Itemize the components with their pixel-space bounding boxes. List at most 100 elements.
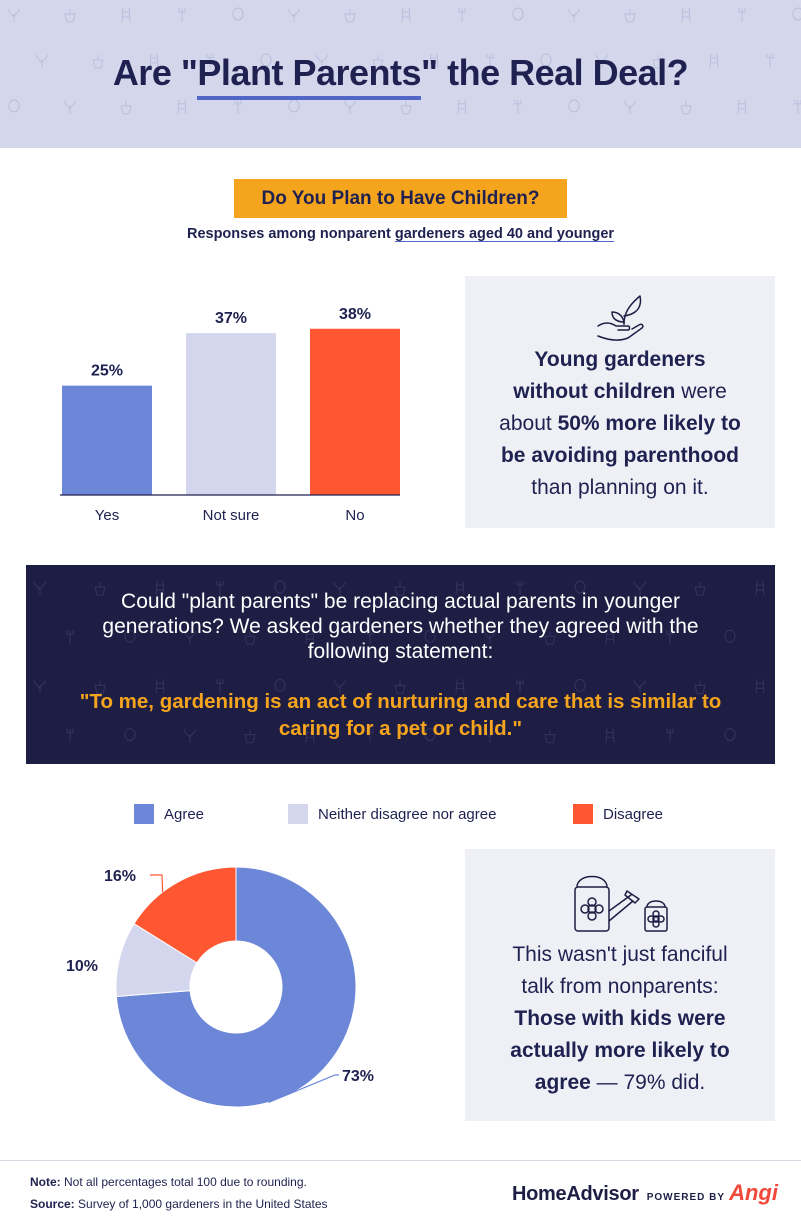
footer-divider <box>0 1160 801 1161</box>
bar-category-label: No <box>345 507 364 524</box>
brand-logo: HomeAdvisor POWERED BY Angi <box>512 1180 778 1210</box>
pattern-leaf-icon <box>568 99 580 113</box>
pattern-fork-icon <box>516 581 524 595</box>
agreement-donut-chart: 73% 10% 16% <box>66 866 374 1108</box>
pattern-fork-icon <box>178 8 186 22</box>
pattern-fork-icon <box>458 8 466 22</box>
pattern-ladder-icon <box>305 728 315 743</box>
pattern-sprout-icon <box>633 581 647 595</box>
survey-statement-box: Could "plant parents" be replacing actua… <box>26 565 775 764</box>
pattern-leaf-icon <box>288 99 300 113</box>
source-line: Source: Survey of 1,000 gardeners in the… <box>30 1197 328 1211</box>
donut-value-label: 73% <box>342 1068 374 1085</box>
insight-2-text: This wasn't just fanciful talk from nonp… <box>510 943 730 1094</box>
legend-item-agree: Agree <box>134 802 204 826</box>
pattern-sprout-icon <box>183 729 197 743</box>
pattern-ladder-icon <box>605 728 615 743</box>
pattern-pot-icon <box>694 680 706 694</box>
pattern-sprout-icon <box>33 581 47 595</box>
bar-category-label: Yes <box>95 507 119 524</box>
pattern-ladder-icon <box>755 580 765 596</box>
pattern-fork-icon <box>366 728 374 743</box>
pattern-fork-icon <box>216 679 224 694</box>
pattern-sprout-icon <box>595 54 609 68</box>
pattern-leaf-icon <box>274 678 286 692</box>
bar-value-label: 25% <box>91 363 123 380</box>
pattern-ladder-icon <box>429 53 439 68</box>
donut-leader-line <box>150 874 164 893</box>
pattern-pot-icon <box>544 729 556 744</box>
page-title: Are "Plant Parents" the Real Deal? <box>112 52 689 100</box>
donut-slice-0 <box>115 866 357 1108</box>
pattern-sprout-icon <box>315 54 329 68</box>
legend-label: Agree <box>164 805 205 823</box>
pattern-fork-icon <box>366 630 374 645</box>
bar-1 <box>186 333 276 495</box>
pattern-leaf-icon <box>724 629 736 643</box>
pattern-pot-icon <box>394 680 406 694</box>
pattern-pot-icon <box>680 100 692 115</box>
pattern-leaf-icon <box>8 99 20 113</box>
donut-leader-line <box>268 1074 339 1104</box>
insight-panel-1: Young gardeners without children were ab… <box>465 276 775 528</box>
pattern-ladder-icon <box>709 53 719 68</box>
watering-can-icon <box>574 875 668 932</box>
legend-swatch <box>134 804 154 824</box>
donut-legend: Agree Neither disagree nor agree Disagre… <box>0 802 801 826</box>
pattern-pot-icon <box>372 54 384 69</box>
pattern-pot-icon <box>694 582 706 596</box>
pattern-fork-icon <box>66 630 74 645</box>
pattern-leaf-icon <box>724 728 736 742</box>
legend-swatch <box>573 804 593 824</box>
pattern-sprout-icon <box>183 630 197 645</box>
garden-pattern-background <box>33 580 765 744</box>
pattern-sprout-icon <box>623 100 637 114</box>
insight-1-text: Young gardeners without children were ab… <box>499 348 741 499</box>
pattern-sprout-icon <box>633 680 647 694</box>
pattern-fork-icon <box>206 53 214 68</box>
children-plans-bar-chart: 25% Yes 37% Not sure 38% No <box>60 306 400 524</box>
pattern-pot-icon <box>624 9 636 23</box>
legend-item-neither: Neither disagree nor agree <box>288 802 496 826</box>
pattern-ladder-icon <box>455 679 465 694</box>
bar-value-label: 37% <box>215 310 247 327</box>
pattern-pot-icon <box>94 680 106 694</box>
pattern-pot-icon <box>544 631 556 645</box>
pattern-leaf-icon <box>574 580 586 594</box>
pattern-sprout-icon <box>63 100 77 114</box>
bar-0 <box>62 385 152 495</box>
pattern-pot-icon <box>344 9 356 23</box>
pattern-fork-icon <box>666 630 674 645</box>
pattern-ladder-icon <box>401 7 411 23</box>
question-subtitle: Responses among nonparent gardeners aged… <box>186 226 615 242</box>
pattern-pot-icon <box>64 9 76 23</box>
pattern-ladder-icon <box>457 99 467 114</box>
pattern-leaf-icon <box>124 728 136 742</box>
pattern-sprout-icon <box>333 581 347 595</box>
pattern-ladder-icon <box>155 679 165 694</box>
legend-label: Disagree <box>603 805 664 823</box>
pattern-fork-icon <box>516 679 524 694</box>
pattern-fork-icon <box>486 53 494 68</box>
pattern-sprout-icon <box>35 54 49 68</box>
pattern-ladder-icon <box>155 580 165 596</box>
header-banner: Are "Plant Parents" the Real Deal? <box>0 0 801 148</box>
donut-value-label: 10% <box>66 958 98 975</box>
pattern-sprout-icon <box>483 729 497 743</box>
insight-panel-2: This wasn't just fanciful talk from nonp… <box>465 849 775 1121</box>
pattern-leaf-icon <box>260 53 272 67</box>
pattern-pot-icon <box>244 631 256 645</box>
pattern-leaf-icon <box>574 678 586 692</box>
pattern-ladder-icon <box>755 679 765 694</box>
bar-2 <box>310 328 400 495</box>
pattern-ladder-icon <box>681 7 691 23</box>
question-title: Do You Plan to Have Children? <box>234 179 567 218</box>
pattern-pot-icon <box>244 729 256 744</box>
pattern-fork-icon <box>234 99 242 114</box>
legend-label: Neither disagree nor agree <box>318 805 497 823</box>
statement-lead: Could "plant parents" be replacing actua… <box>102 590 699 663</box>
bar-value-label: 38% <box>339 306 371 323</box>
pattern-sprout-icon <box>483 630 497 645</box>
pattern-pot-icon <box>94 582 106 596</box>
pattern-leaf-icon <box>792 7 801 21</box>
